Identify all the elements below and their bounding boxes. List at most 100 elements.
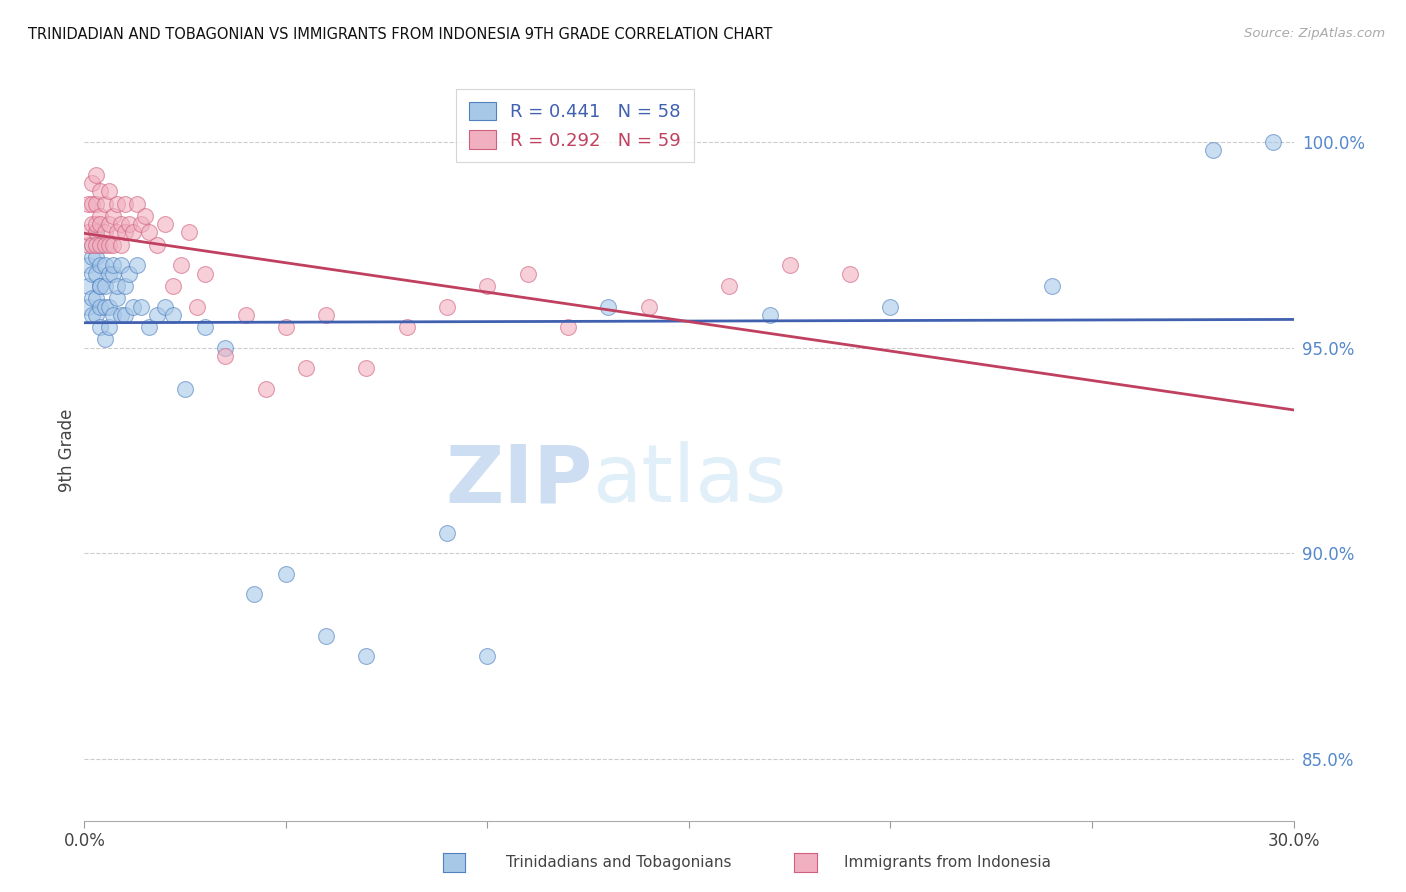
Point [89, 279, 111, 293]
Point [138, 226, 160, 240]
Point [93, 226, 115, 240]
Point [194, 320, 217, 334]
Text: TRINIDADIAN AND TOBAGONIAN VS IMMIGRANTS FROM INDONESIA 9TH GRADE CORRELATION CH: TRINIDADIAN AND TOBAGONIAN VS IMMIGRANTS… [28, 27, 772, 42]
Point [879, 300, 901, 314]
Text: atlas: atlas [592, 441, 786, 519]
Point [77, 279, 100, 293]
Point [105, 291, 128, 305]
Point [146, 237, 169, 252]
Point [93, 332, 115, 346]
Point [97, 320, 120, 334]
Point [77, 226, 100, 240]
Point [138, 320, 160, 334]
Point [118, 217, 141, 231]
Point [97, 237, 120, 252]
Point [436, 300, 458, 314]
Point [121, 226, 143, 240]
Point [82, 176, 104, 190]
Point [82, 217, 104, 231]
Point [77, 237, 100, 252]
Text: Source: ZipAtlas.com: Source: ZipAtlas.com [1244, 27, 1385, 40]
Point [101, 209, 124, 223]
Point [186, 300, 208, 314]
Point [153, 300, 176, 314]
Point [110, 258, 132, 272]
Point [93, 258, 115, 272]
Text: Trinidadians and Tobagonians: Trinidadians and Tobagonians [506, 855, 731, 870]
Point [242, 587, 264, 601]
Point [86, 237, 108, 252]
Point [93, 300, 115, 314]
Point [110, 237, 132, 252]
Point [82, 267, 104, 281]
Point [129, 300, 152, 314]
Point [315, 628, 337, 642]
Point [254, 382, 277, 396]
Point [162, 308, 184, 322]
Point [89, 279, 111, 293]
Point [194, 267, 217, 281]
Point [1202, 143, 1225, 157]
Point [105, 279, 128, 293]
Point [1040, 279, 1063, 293]
Point [174, 382, 197, 396]
Point [97, 300, 120, 314]
Point [214, 341, 236, 355]
Point [274, 566, 297, 581]
Point [89, 237, 111, 252]
Point [82, 237, 104, 252]
Point [77, 196, 100, 211]
Point [637, 300, 659, 314]
Point [395, 320, 418, 334]
Point [93, 279, 115, 293]
Point [114, 196, 136, 211]
Point [114, 308, 136, 322]
Point [179, 226, 201, 240]
Point [82, 196, 104, 211]
Point [89, 209, 111, 223]
Point [89, 217, 111, 231]
Point [162, 279, 184, 293]
Point [598, 300, 620, 314]
Point [114, 279, 136, 293]
Point [110, 308, 132, 322]
Point [82, 308, 104, 322]
Text: ZIP: ZIP [444, 441, 592, 519]
Point [129, 217, 152, 231]
Point [93, 196, 115, 211]
Point [356, 361, 378, 376]
Point [477, 279, 499, 293]
Point [758, 308, 780, 322]
Point [315, 308, 337, 322]
Point [779, 258, 801, 272]
Point [118, 267, 141, 281]
Point [134, 209, 156, 223]
Point [101, 237, 124, 252]
Point [82, 250, 104, 264]
Point [146, 308, 169, 322]
Point [274, 320, 297, 334]
Point [125, 196, 148, 211]
Point [86, 250, 108, 264]
Point [86, 308, 108, 322]
Point [89, 258, 111, 272]
Point [436, 525, 458, 540]
Point [125, 258, 148, 272]
Point [101, 258, 124, 272]
Point [121, 300, 143, 314]
Point [86, 226, 108, 240]
Point [89, 237, 111, 252]
Point [101, 308, 124, 322]
Point [105, 226, 128, 240]
Point [356, 649, 378, 664]
Point [153, 217, 176, 231]
Point [295, 361, 318, 376]
Point [97, 184, 120, 198]
Point [93, 237, 115, 252]
Point [110, 217, 132, 231]
Point [77, 300, 100, 314]
Point [105, 196, 128, 211]
Point [516, 267, 538, 281]
Point [86, 196, 108, 211]
Point [86, 168, 108, 182]
